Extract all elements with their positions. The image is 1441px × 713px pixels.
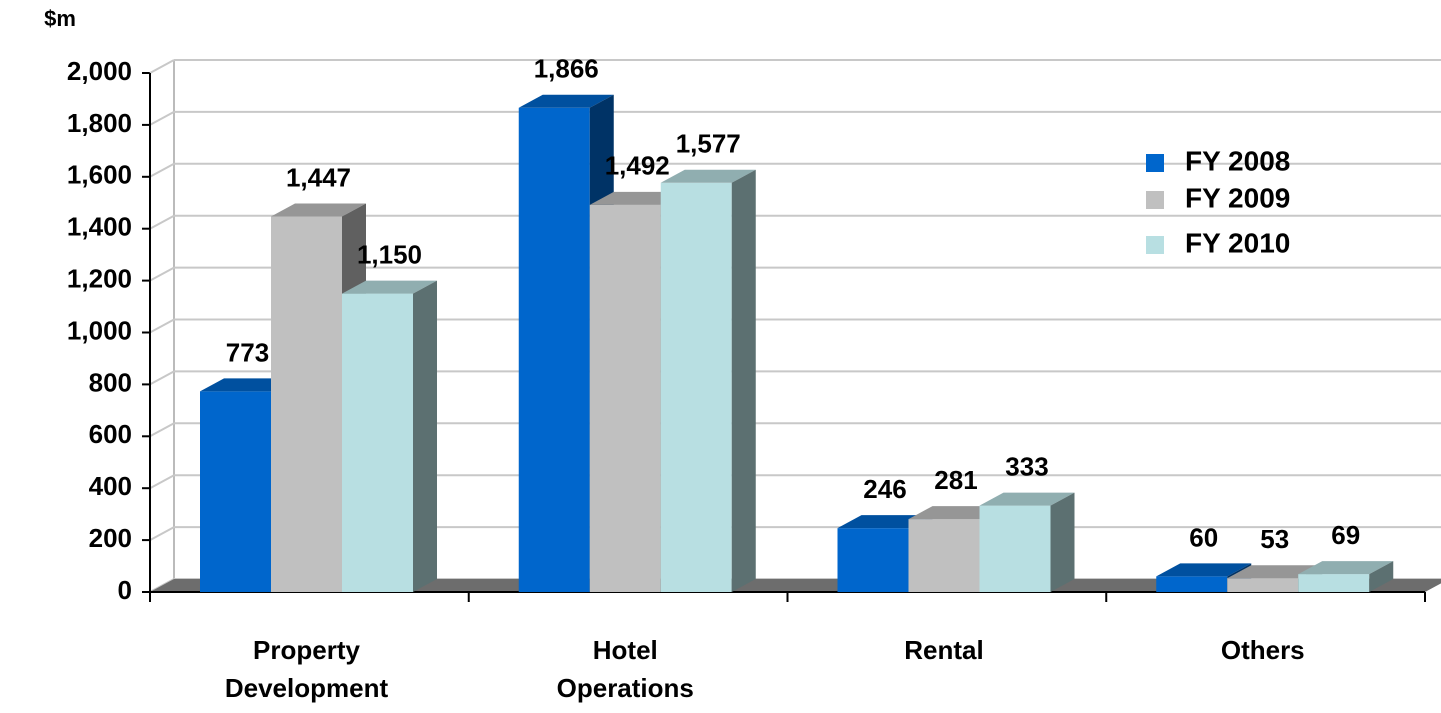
x-tick-label: Hotel Operations [557,635,694,703]
value-label: 69 [1331,520,1360,550]
bar-top [271,203,366,217]
y-tick-label: 2,000 [67,56,132,86]
y-tick-label: 1,600 [67,160,132,190]
bar-top [342,280,437,294]
bar [342,293,413,592]
bar-top [1298,561,1394,575]
y-tick-label: 600 [89,419,132,449]
grid-line-side [149,474,175,490]
x-tick-label: Others [1221,635,1305,665]
y-tick-label: 0 [118,575,132,605]
y-tick-label: 1,000 [67,315,132,345]
grid-line-side [149,162,175,178]
y-tick-label: 400 [89,471,132,501]
bar [1156,576,1228,592]
bar [271,216,342,593]
grid-line-side [149,318,175,334]
value-label: 333 [1005,451,1048,481]
bar [1298,574,1370,592]
bar-top [518,94,614,108]
bar [660,182,732,592]
bar-top [1156,563,1252,577]
grid-line-side [149,214,175,230]
legend-swatch [1146,154,1164,172]
value-label: 53 [1260,524,1289,554]
bar [908,519,980,592]
value-label: 1,492 [605,151,670,181]
legend-swatch [1146,236,1164,254]
x-tick-label: Rental [904,635,983,665]
bar [518,107,590,592]
grid-line-side [149,266,175,282]
value-label: 1,447 [286,162,351,192]
bar-side [413,280,437,592]
floor [150,579,1441,592]
value-label: 246 [863,474,906,504]
value-label: 773 [226,337,269,367]
value-label: 60 [1189,522,1218,552]
grid-line-side [149,526,175,541]
legend-label: FY 2008 [1185,145,1290,176]
legend-label: FY 2009 [1185,182,1290,213]
grid-line-side [149,370,175,386]
bar-side [1369,561,1394,592]
grid-line-side [149,422,175,438]
y-tick-label: 200 [89,523,132,553]
x-tick-label: Property Development [225,635,389,703]
bar [837,528,909,592]
value-label: 1,577 [676,129,741,159]
grid-line-side [149,59,175,74]
legend-label: FY 2010 [1185,227,1290,258]
grid-line-side [149,111,175,126]
bar [1227,578,1299,592]
value-label: 281 [934,465,977,495]
y-tick-label: 1,200 [67,263,132,293]
bar-top [979,492,1075,506]
bar [979,505,1051,592]
bar [200,391,271,592]
y-tick-label: 800 [89,367,132,397]
bar [589,204,661,593]
value-label: 1,150 [357,239,422,269]
value-label: 1,866 [534,54,599,84]
y-tick-label: 1,400 [67,212,132,242]
y-tick-label: 1,800 [67,108,132,138]
bar-top [660,169,756,183]
bar-side [1050,492,1075,592]
legend-swatch [1146,191,1164,209]
y-unit-label: $m [44,6,76,31]
bar-side [731,169,756,592]
